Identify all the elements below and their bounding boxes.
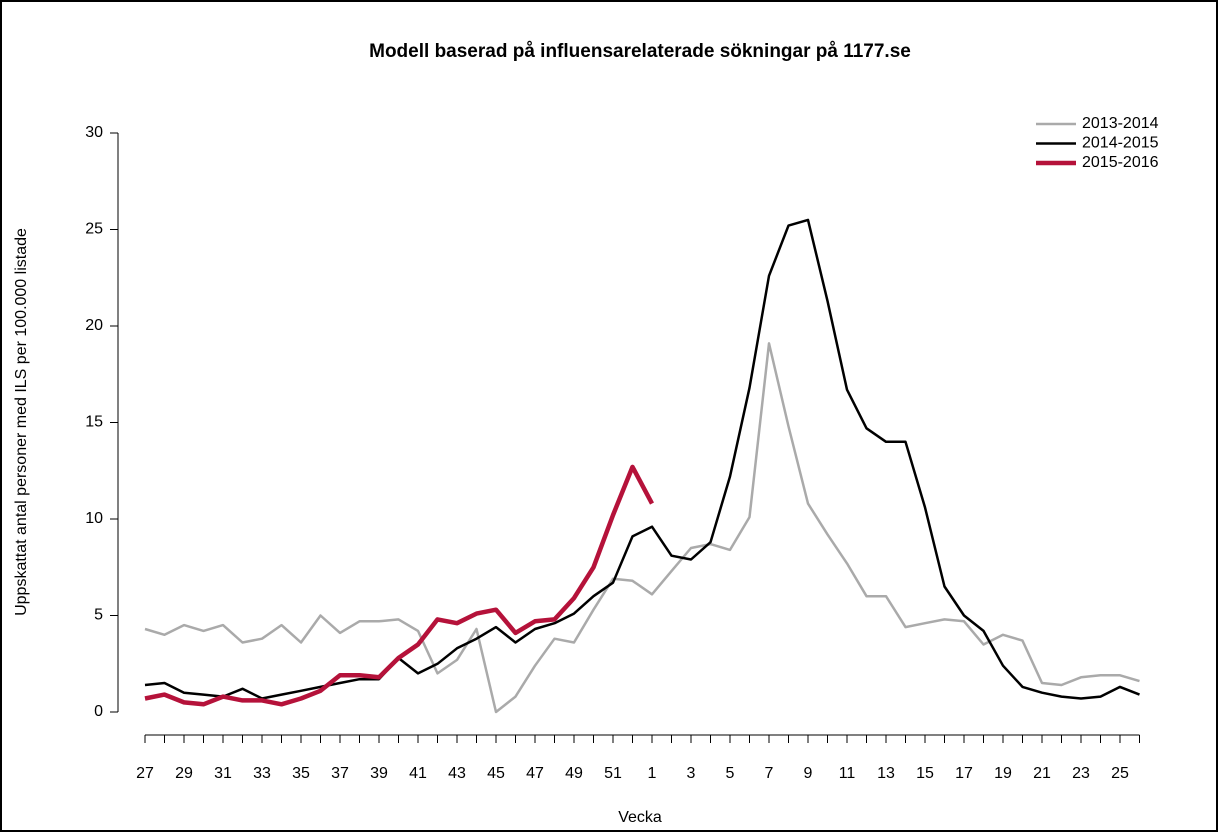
legend-label: 2013-2014 bbox=[1082, 115, 1159, 132]
x-tick-label: 43 bbox=[448, 765, 466, 782]
x-axis-label: Vecka bbox=[618, 809, 662, 826]
x-tick-label: 39 bbox=[370, 765, 388, 782]
legend-label: 2014-2015 bbox=[1082, 135, 1159, 152]
y-tick-label: 25 bbox=[85, 221, 103, 238]
x-tick-label: 1 bbox=[648, 765, 657, 782]
x-tick-label: 41 bbox=[409, 765, 427, 782]
y-tick-label: 5 bbox=[94, 607, 103, 624]
x-tick-label: 47 bbox=[526, 765, 544, 782]
y-tick-label: 10 bbox=[85, 510, 103, 527]
x-tick-label: 5 bbox=[726, 765, 735, 782]
x-tick-label: 7 bbox=[765, 765, 774, 782]
x-tick-label: 23 bbox=[1072, 765, 1090, 782]
series-line bbox=[144, 342, 1140, 714]
x-tick-label: 3 bbox=[687, 765, 696, 782]
x-tick-label: 33 bbox=[253, 765, 271, 782]
x-tick-label: 19 bbox=[994, 765, 1012, 782]
x-tick-label: 15 bbox=[916, 765, 934, 782]
x-tick-label: 31 bbox=[214, 765, 232, 782]
x-tick-label: 17 bbox=[955, 765, 973, 782]
x-tick-label: 35 bbox=[292, 765, 310, 782]
x-tick-label: 29 bbox=[175, 765, 193, 782]
y-tick-label: 20 bbox=[85, 317, 103, 334]
y-tick-label: 15 bbox=[85, 414, 103, 431]
x-tick-label: 37 bbox=[331, 765, 349, 782]
x-tick-label: 13 bbox=[877, 765, 895, 782]
series-line bbox=[144, 464, 654, 707]
chart-title: Modell baserad på influensarelaterade sö… bbox=[369, 41, 911, 62]
x-tick-label: 25 bbox=[1111, 765, 1129, 782]
x-tick-label: 51 bbox=[604, 765, 622, 782]
x-tick-label: 49 bbox=[565, 765, 583, 782]
x-tick-label: 45 bbox=[487, 765, 505, 782]
x-tick-label: 21 bbox=[1033, 765, 1051, 782]
y-tick-label: 30 bbox=[85, 124, 103, 141]
x-tick-label: 9 bbox=[804, 765, 813, 782]
x-tick-label: 11 bbox=[839, 765, 856, 782]
legend-label: 2015-2016 bbox=[1082, 154, 1159, 171]
y-axis-label: Uppskattat antal personer med ILS per 10… bbox=[13, 228, 30, 616]
y-tick-label: 0 bbox=[94, 703, 103, 720]
x-tick-label: 27 bbox=[136, 765, 154, 782]
series-line bbox=[144, 218, 1140, 700]
